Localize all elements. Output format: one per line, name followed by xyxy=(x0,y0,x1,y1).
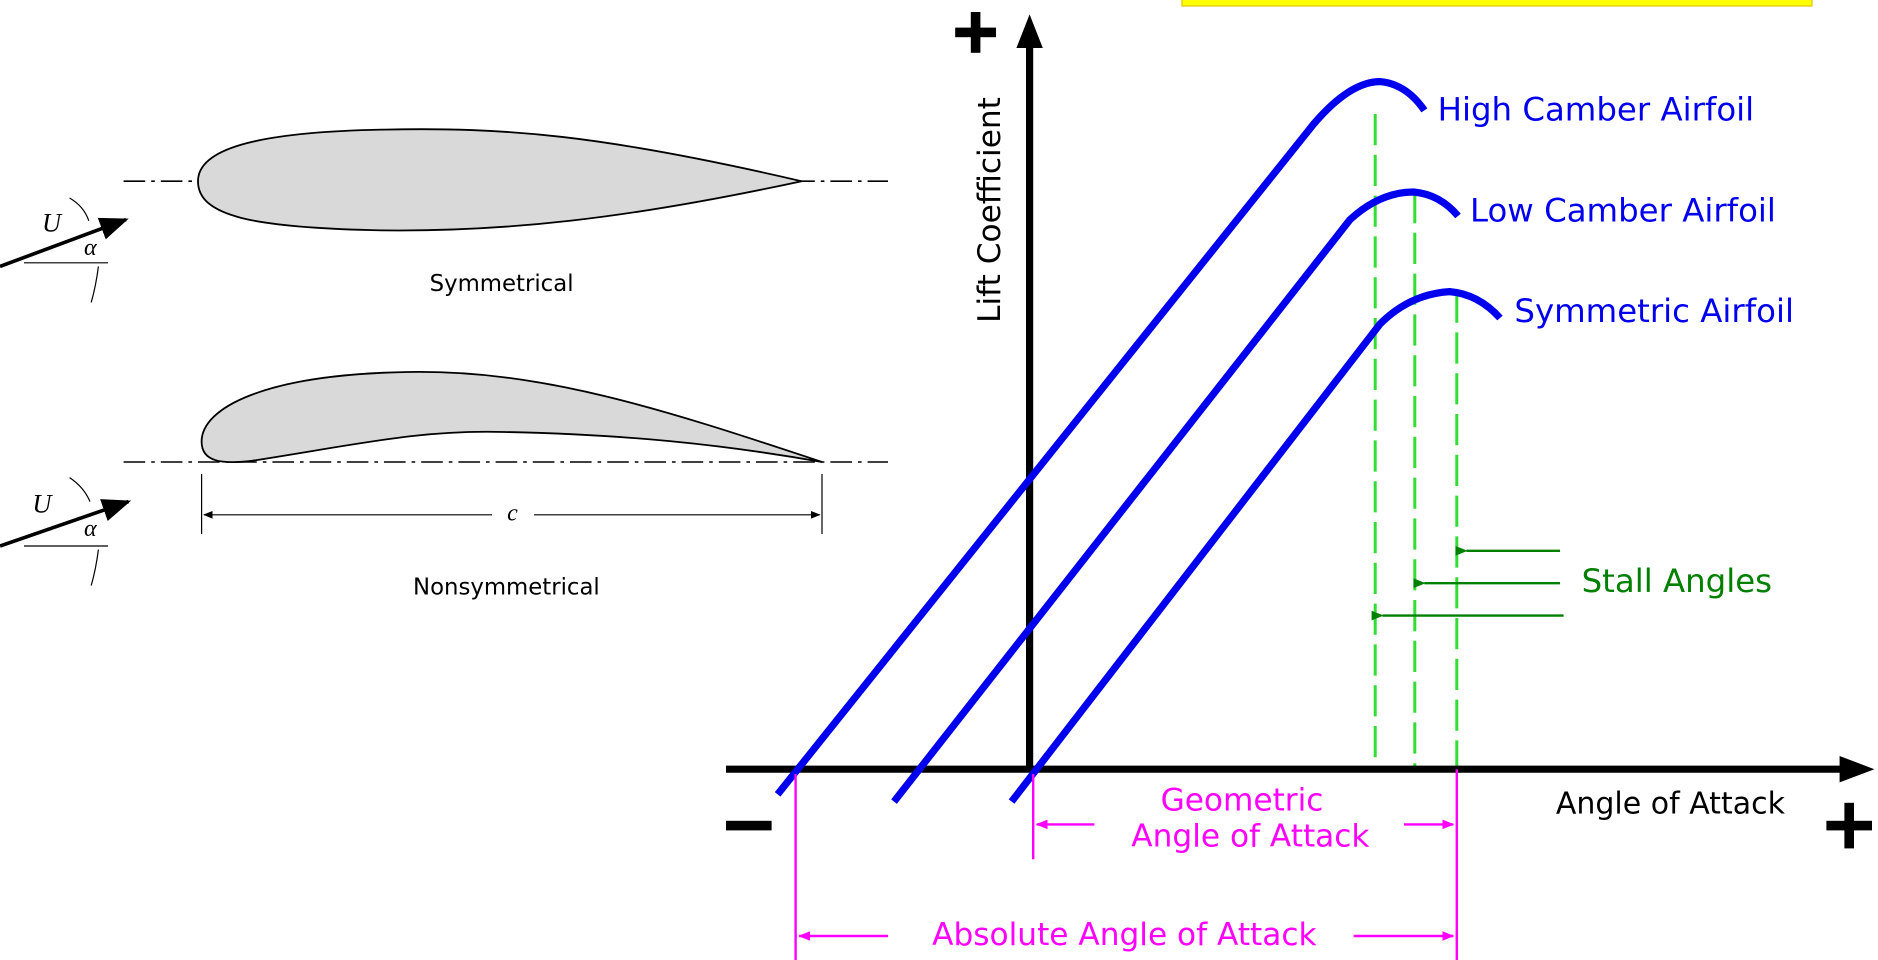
geometric-label: Angle of Attack xyxy=(1131,819,1369,855)
y-axis-arrow xyxy=(1016,14,1042,48)
highlight xyxy=(1182,0,1812,6)
airfoil xyxy=(198,129,802,230)
figure: U α Symmetrical c U α Nonsymmetrical Sta… xyxy=(0,0,1878,960)
angle-label: α xyxy=(84,516,97,542)
caption: Symmetrical xyxy=(430,271,574,297)
lift-curve xyxy=(1012,292,1500,802)
minus-sign xyxy=(726,821,772,831)
symmetrical-diagram: U α Symmetrical xyxy=(0,129,888,302)
curve-label: High Camber Airfoil xyxy=(1438,91,1755,129)
x-axis-arrow xyxy=(1840,756,1875,782)
airfoil xyxy=(202,372,822,462)
nonsymmetrical-diagram: c U α Nonsymmetrical xyxy=(0,372,888,601)
x-axis-label: Angle of Attack xyxy=(1556,787,1786,822)
absolute-label: Absolute Angle of Attack xyxy=(932,917,1316,953)
page: U α Symmetrical c U α Nonsymmetrical Sta… xyxy=(0,0,1878,960)
geometric-label: Geometric xyxy=(1161,783,1324,819)
stall-label: Stall Angles xyxy=(1582,562,1772,600)
plus-sign xyxy=(971,12,981,53)
caption: Nonsymmetrical xyxy=(413,575,600,601)
flow-arrow xyxy=(0,220,126,267)
plus-sign xyxy=(1844,803,1854,849)
lift-diagram: Stall Angles Lift Coefficient Angle of A… xyxy=(726,12,1874,960)
flow-label: U xyxy=(42,208,63,238)
chord-label: c xyxy=(507,500,518,526)
curve-label: Low Camber Airfoil xyxy=(1470,191,1776,229)
angle-label: α xyxy=(84,235,97,261)
curve-label: Symmetric Airfoil xyxy=(1514,292,1794,330)
y-axis-label: Lift Coefficient xyxy=(972,97,1008,323)
flow-arrow xyxy=(0,502,128,546)
flow-label: U xyxy=(32,488,53,518)
